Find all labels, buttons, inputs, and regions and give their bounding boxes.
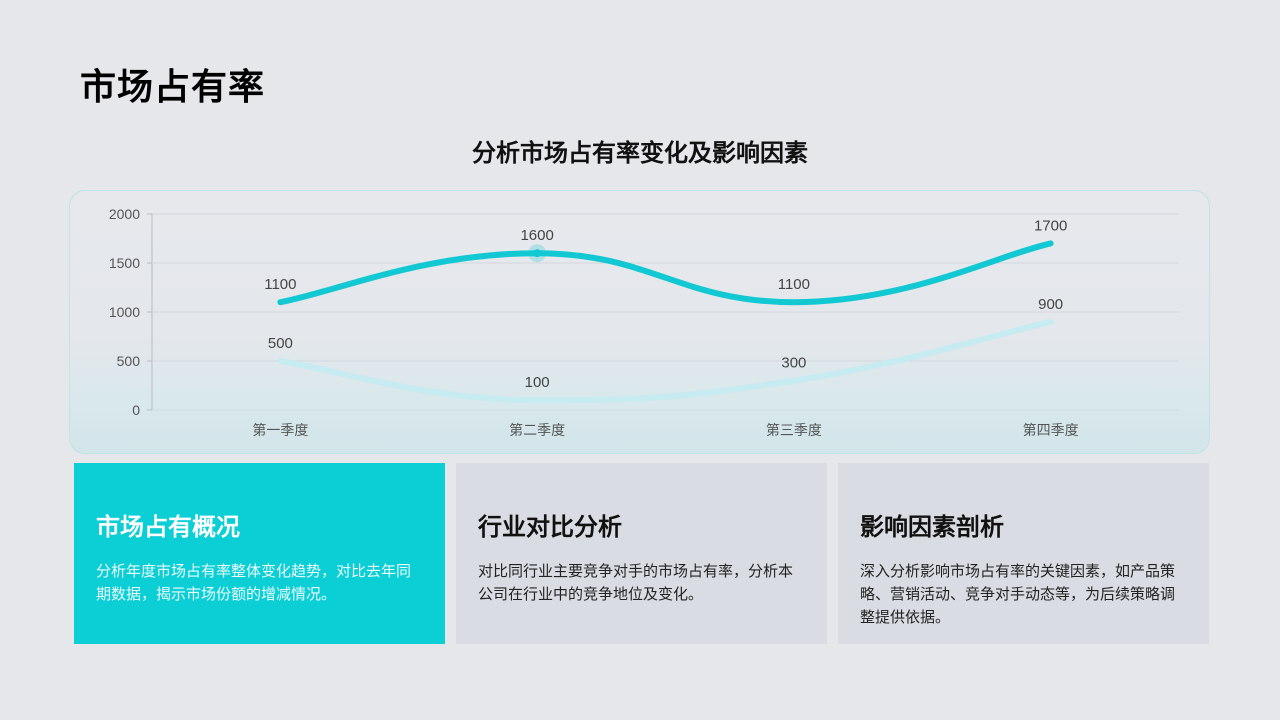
data-label: 1100	[264, 276, 296, 293]
series-line	[277, 240, 1054, 306]
data-label: 500	[268, 335, 293, 352]
card-factor-analysis[interactable]: 影响因素剖析 深入分析影响市场占有率的关键因素，如产品策略、营销活动、竞争对手动…	[838, 463, 1209, 644]
series-2-line	[277, 318, 1054, 404]
y-tick-label: 1500	[109, 255, 140, 271]
x-tick-label: 第一季度	[252, 422, 308, 439]
gridlines	[147, 213, 1179, 411]
card-title: 行业对比分析	[478, 514, 622, 541]
x-tick-label: 第四季度	[1023, 422, 1079, 439]
info-cards: 市场占有概况 分析年度市场占有率整体变化趋势，对比去年同期数据，揭示市场份额的增…	[74, 463, 1209, 644]
y-tick-label: 0	[132, 402, 140, 418]
card-text: 分析年度市场占有率整体变化趋势，对比去年同期数据，揭示市场份额的增减情况。	[96, 563, 412, 603]
x-tick-labels: 第一季度 第二季度 第三季度 第四季度	[252, 422, 1078, 439]
chart-title: 分析市场占有率变化及影响因素	[472, 140, 808, 167]
series-1-line	[277, 240, 1054, 306]
card-market-overview[interactable]: 市场占有概况 分析年度市场占有率整体变化趋势，对比去年同期数据，揭示市场份额的增…	[74, 463, 445, 644]
y-tick-label: 500	[117, 353, 141, 369]
y-tick-labels: 0 500 1000 1500 2000	[109, 206, 140, 418]
x-tick-label: 第三季度	[766, 422, 822, 439]
card-title: 市场占有概况	[96, 514, 240, 541]
data-labels: 1100 1600 1100 1700 500 100 300 900	[264, 217, 1067, 391]
series-line	[277, 318, 1054, 404]
data-label: 100	[525, 374, 550, 391]
page-title: 市场占有率	[80, 66, 266, 107]
y-tick-label: 1000	[109, 304, 140, 320]
y-axis: 0 500 1000 1500 2000	[109, 206, 1179, 418]
data-label: 1700	[1034, 217, 1067, 234]
card-text: 深入分析影响市场占有率的关键因素，如产品策略、营销活动、竞争对手动态等，为后续策…	[860, 563, 1176, 626]
x-tick-label: 第二季度	[509, 422, 565, 439]
card-industry-comparison[interactable]: 行业对比分析 对比同行业主要竞争对手的市场占有率，分析本公司在行业中的竞争地位及…	[456, 463, 827, 644]
data-label: 300	[781, 355, 806, 372]
data-label: 1600	[520, 227, 553, 244]
line-chart: 0 500 1000 1500 2000 第一季度 第二季度 第三季度 第四季度 1100 16…	[109, 206, 1179, 439]
data-label: 1100	[778, 276, 810, 293]
y-tick-label: 2000	[109, 206, 140, 222]
card-title: 影响因素剖析	[860, 514, 1004, 541]
chart-panel: 0 500 1000 1500 2000 第一季度 第二季度 第三季度 第四季度 1100 16…	[69, 190, 1210, 454]
card-text: 对比同行业主要竞争对手的市场占有率，分析本公司在行业中的竞争地位及变化。	[478, 563, 794, 603]
data-label: 900	[1038, 296, 1063, 313]
